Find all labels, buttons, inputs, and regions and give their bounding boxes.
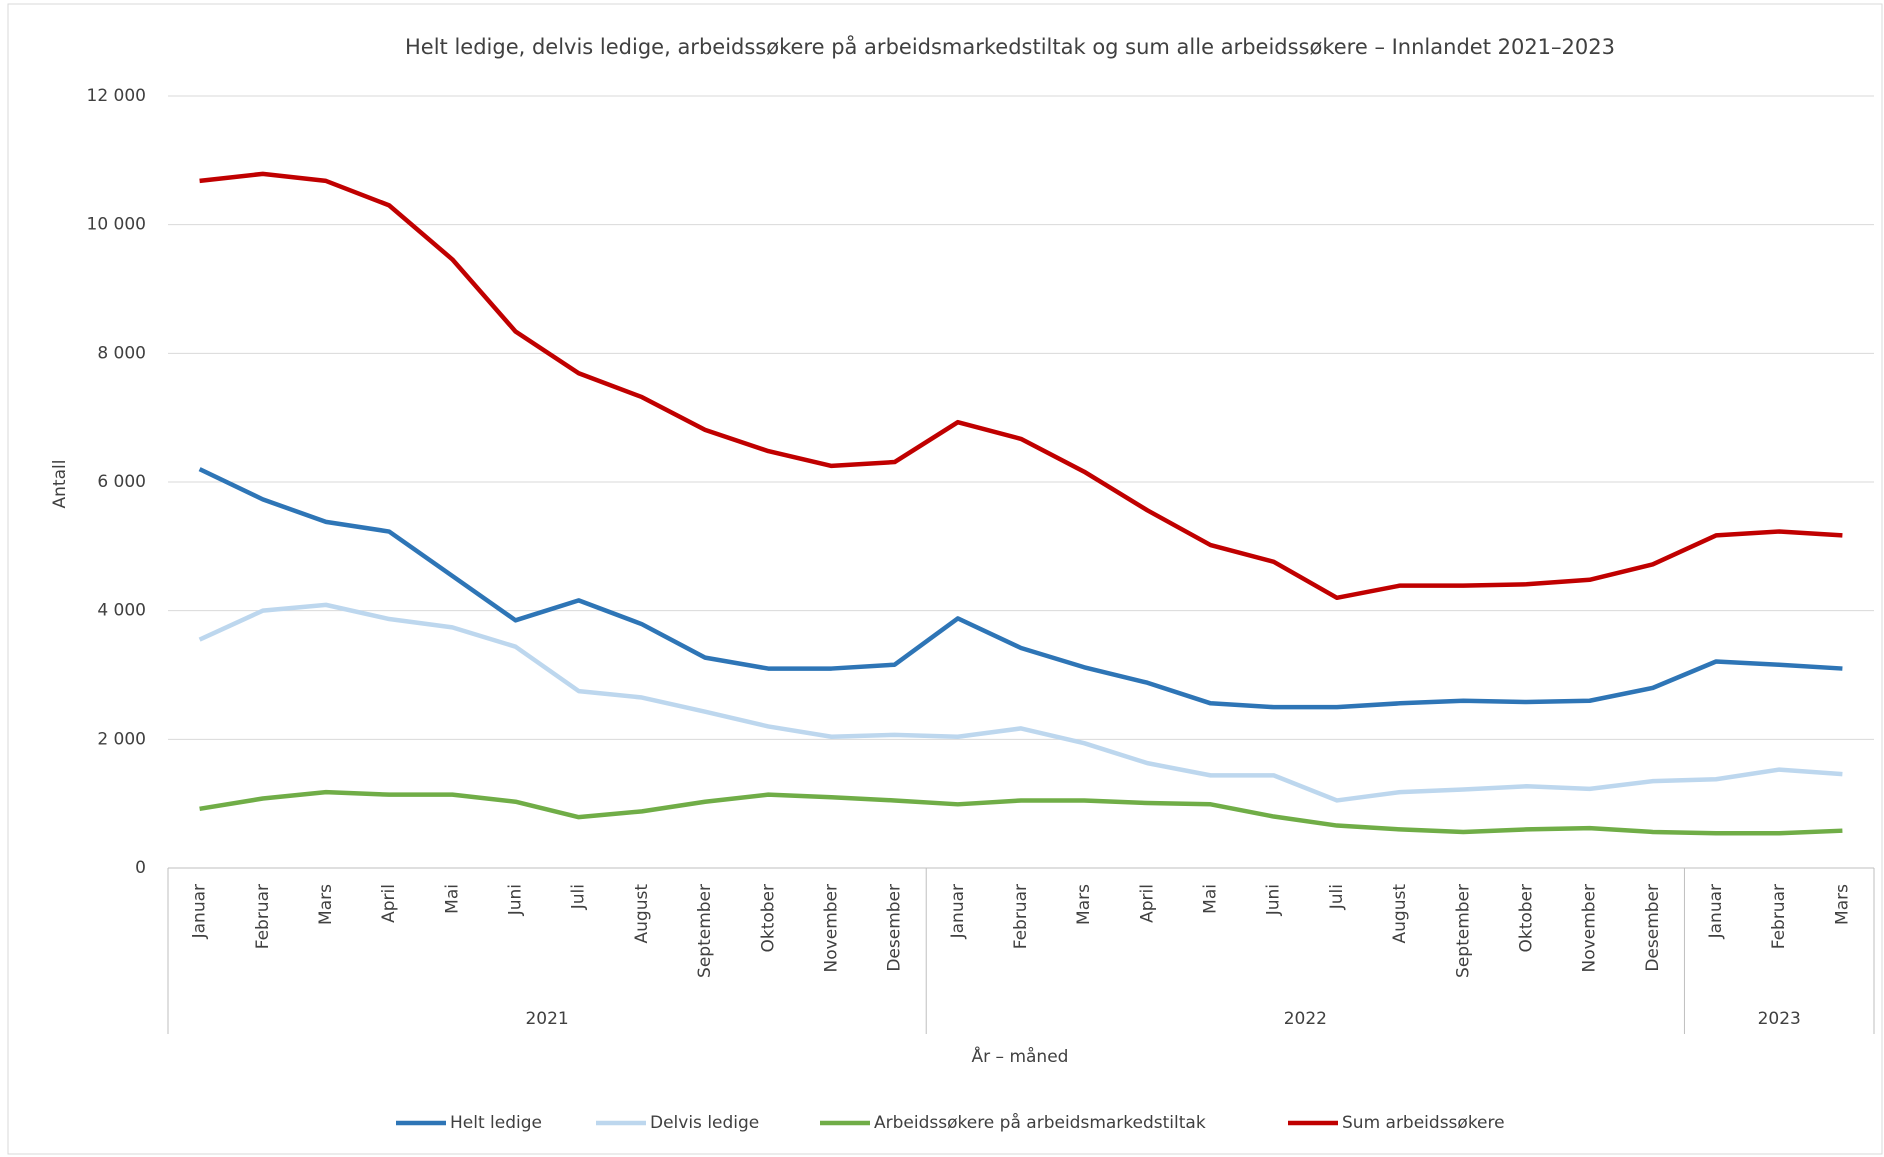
series-line	[198, 467, 1843, 710]
legend-label: Sum arbeidssøkere	[1342, 1113, 1505, 1133]
y-tick-label: 2 000	[97, 729, 146, 749]
x-group-label: 2023	[1758, 1009, 1801, 1029]
series-line	[199, 789, 1843, 836]
series-line	[199, 171, 1843, 601]
x-tick-label: August	[1390, 884, 1410, 944]
x-tick-label: Januar	[1706, 884, 1726, 939]
x-tick-label: Oktober	[1516, 884, 1536, 953]
x-tick-label: Mars	[1832, 884, 1852, 925]
y-tick-label: 4 000	[97, 601, 146, 621]
legend-label: Delvis ledige	[650, 1113, 759, 1133]
x-axis-title: År – måned	[972, 1045, 1069, 1067]
x-tick-label: Februar	[1011, 884, 1031, 949]
x-tick-label: Februar	[253, 884, 273, 949]
x-group-label: 2021	[525, 1009, 568, 1029]
x-tick-label: Mai	[442, 884, 462, 914]
x-tick-label: Juni	[506, 884, 526, 916]
legend-label: Helt ledige	[450, 1113, 542, 1133]
x-tick-label: August	[632, 884, 652, 944]
x-tick-label: Oktober	[758, 884, 778, 953]
x-tick-label: Desember	[1643, 884, 1663, 972]
x-tick-label: Januar	[190, 884, 210, 939]
x-tick-label: November	[1580, 884, 1600, 972]
x-group-label: 2022	[1284, 1009, 1327, 1029]
y-tick-label: 0	[135, 858, 146, 878]
y-axis-title: Antall	[50, 460, 70, 509]
y-tick-label: 8 000	[97, 343, 146, 363]
x-tick-label: Desember	[885, 884, 905, 972]
x-tick-label: Januar	[948, 884, 968, 939]
legend-label: Arbeidssøkere på arbeidsmarkedstiltak	[874, 1112, 1206, 1133]
y-tick-label: 12 000	[87, 86, 146, 106]
x-tick-label: Mars	[316, 884, 336, 925]
x-tick-label: Juli	[569, 884, 589, 910]
x-tick-label: April	[1137, 884, 1157, 923]
series-line	[198, 602, 1843, 803]
x-tick-label: Mai	[1201, 884, 1221, 914]
x-tick-label: November	[821, 884, 841, 972]
x-tick-label: Juli	[1327, 884, 1347, 910]
x-tick-label: Februar	[1769, 884, 1789, 949]
x-tick-label: Juni	[1264, 884, 1284, 916]
x-tick-label: Mars	[1074, 884, 1094, 925]
y-tick-label: 6 000	[97, 472, 146, 492]
y-tick-label: 10 000	[87, 215, 146, 235]
x-tick-label: September	[695, 884, 715, 978]
x-tick-label: September	[1453, 884, 1473, 978]
chart-title: Helt ledige, delvis ledige, arbeidssøker…	[405, 34, 1615, 59]
x-tick-label: April	[379, 884, 399, 923]
